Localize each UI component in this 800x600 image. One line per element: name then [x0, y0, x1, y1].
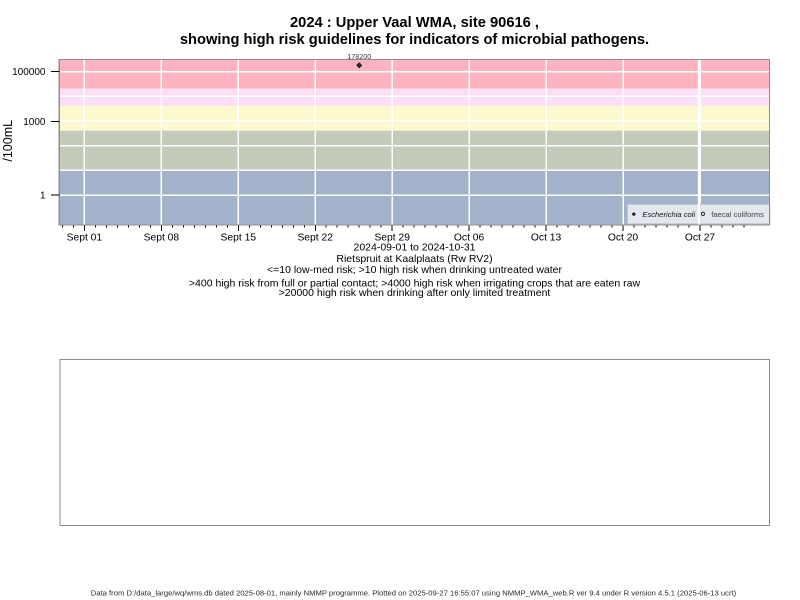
svg-text:2024-09-01 to 2024-10-31: 2024-09-01 to 2024-10-31 [353, 241, 475, 253]
svg-text:Sept 15: Sept 15 [221, 232, 257, 243]
svg-text:/100mL: /100mL [1, 120, 15, 162]
svg-text:1000: 1000 [23, 117, 46, 128]
svg-text:Sept 22: Sept 22 [297, 232, 333, 243]
svg-text:>400 high risk from full or pa: >400 high risk from full or partial cont… [189, 277, 641, 289]
svg-text:Sept 08: Sept 08 [144, 232, 180, 243]
svg-text:Data from D:/data_large/wq/wms: Data from D:/data_large/wq/wms.db dated … [91, 589, 737, 598]
svg-text:178200: 178200 [347, 52, 371, 61]
svg-text:Sept 01: Sept 01 [67, 232, 103, 243]
svg-text:Sept 29: Sept 29 [374, 232, 410, 243]
svg-text:>20000 high risk when drinking: >20000 high risk when drinking after onl… [279, 287, 551, 299]
svg-text:2024 : Upper Vaal WMA, site 90: 2024 : Upper Vaal WMA, site 90616 , [290, 15, 539, 31]
svg-text:Oct 20: Oct 20 [608, 232, 639, 243]
svg-text:1: 1 [40, 191, 46, 202]
svg-text:Oct 27: Oct 27 [685, 232, 716, 243]
svg-text:Rietspruit at Kaalplaats (Rw R: Rietspruit at Kaalplaats (Rw RV2) [336, 253, 492, 265]
svg-text:Oct 13: Oct 13 [531, 232, 562, 243]
svg-text:100000: 100000 [12, 67, 46, 78]
svg-text:Oct 06: Oct 06 [454, 232, 485, 243]
svg-text:Escherichia coli: Escherichia coli [642, 210, 695, 219]
svg-text:showing high risk guidelines f: showing high risk guidelines for indicat… [180, 32, 649, 48]
svg-text:<=10 low-med risk; >10 high ri: <=10 low-med risk; >10 high risk when dr… [267, 264, 563, 276]
svg-text:faecal coliforms: faecal coliforms [711, 210, 764, 219]
